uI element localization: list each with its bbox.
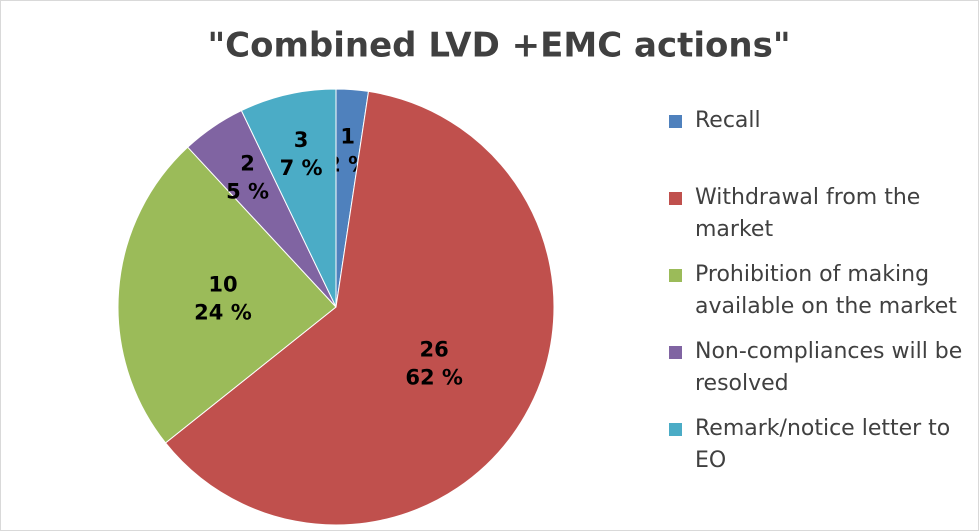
slice-value-label: 26 [420, 338, 449, 362]
legend-label: Recall [695, 108, 761, 133]
legend-item: Prohibition of making available on the m… [669, 259, 969, 336]
pie-slice [117, 146, 337, 444]
legend-item: Recall [669, 105, 969, 182]
legend-label: Non-compliances will be resolved [695, 339, 963, 396]
legend-item: Non-compliances will be resolved [669, 336, 969, 413]
legend-item: Remark/notice letter to EO [669, 413, 969, 490]
chart-title: "Combined LVD +EMC actions" [207, 26, 790, 66]
slice-value-label: 3 [294, 128, 309, 152]
legend-item: Withdrawal from the market [669, 182, 969, 259]
legend-swatch [669, 115, 682, 128]
legend-swatch [669, 269, 682, 282]
legend-swatch [669, 423, 682, 436]
legend-label: Prohibition of making available on the m… [695, 262, 957, 319]
slice-value-label: 1 [340, 124, 355, 148]
legend: Recall Withdrawal from the market Prohibit… [669, 105, 969, 490]
legend-label: Withdrawal from the market [695, 185, 921, 242]
legend-swatch [669, 192, 682, 205]
slice-value-label: 10 [208, 273, 237, 297]
slice-percent-label: 5 % [226, 179, 269, 203]
slice-percent-label: 24 % [194, 301, 252, 325]
slice-value-label: 2 [240, 151, 255, 175]
pie-slice [164, 90, 555, 526]
slice-percent-label: 7 % [280, 156, 323, 180]
pie-slice [240, 88, 337, 308]
slice-percent-label: 62 % [405, 366, 463, 390]
legend-swatch [669, 346, 682, 359]
legend-label: Remark/notice letter to EO [695, 416, 951, 473]
